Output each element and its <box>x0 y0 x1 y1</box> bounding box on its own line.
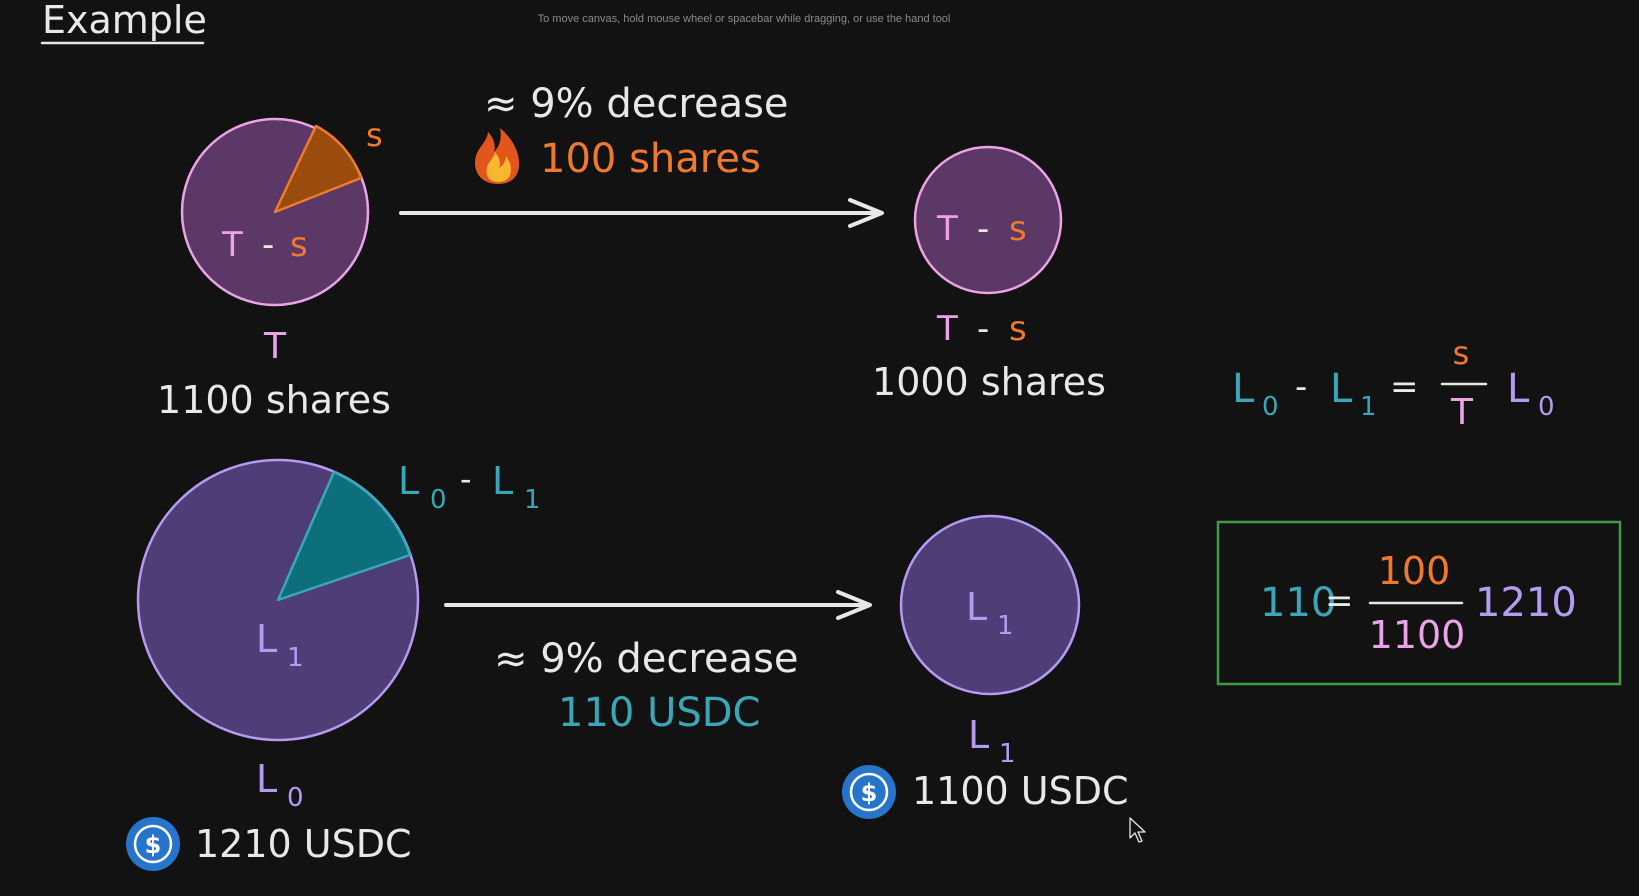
mouse-cursor-icon <box>1129 817 1146 843</box>
usdc-pie-slice <box>276 470 412 602</box>
svg-text:1: 1 <box>524 485 541 515</box>
svg-text:0: 0 <box>1538 392 1555 422</box>
shares-after-label: T - s <box>936 309 1027 349</box>
svg-text:1210: 1210 <box>1475 580 1577 626</box>
svg-text:110: 110 <box>1260 580 1336 626</box>
svg-text:1: 1 <box>1360 392 1377 422</box>
svg-text:0: 0 <box>287 783 304 813</box>
shares-after-pie[interactable] <box>913 145 1063 295</box>
shares-after-pie-label: T - s <box>936 209 1027 249</box>
usdc-icon: $ <box>842 765 896 819</box>
svg-text:1: 1 <box>287 643 304 673</box>
usdc-total-label: L 0 <box>256 757 304 813</box>
svg-text:L: L <box>256 617 277 661</box>
usdc-icon: $ <box>126 817 180 871</box>
usdc-after-pie-label: L 1 <box>966 585 1014 641</box>
svg-text:L: L <box>256 757 277 801</box>
shares-pie-slice-s <box>273 124 363 214</box>
svg-text:0: 0 <box>430 485 447 515</box>
fire-icon <box>474 128 520 184</box>
shares-burn-text: 100 shares <box>540 136 761 182</box>
usdc-slice-label: L 0 - L 1 <box>398 459 541 515</box>
usdc-amount-text: 110 USDC <box>558 690 760 736</box>
svg-text:1100: 1100 <box>1369 613 1466 657</box>
svg-text:1: 1 <box>997 611 1014 641</box>
svg-text:L: L <box>968 713 989 757</box>
svg-text:-: - <box>1295 367 1307 407</box>
shares-arrow <box>399 198 884 228</box>
share-formula: L 0 - L 1 = s T L 0 <box>1232 334 1555 433</box>
usdc-arrow <box>444 590 872 620</box>
svg-text:L: L <box>398 459 419 503</box>
shares-total-label: T <box>263 326 287 367</box>
svg-text:0: 0 <box>1262 392 1279 422</box>
usdc-pie-body-label: L 1 <box>256 617 304 673</box>
shares-after-value: 1000 shares <box>872 360 1106 404</box>
svg-text:L: L <box>1232 366 1255 412</box>
shares-pie-body-label: T - s <box>221 225 308 265</box>
usdc-after-value: 1100 USDC <box>912 769 1129 813</box>
page-title: Example <box>42 0 207 42</box>
svg-text:T: T <box>1450 392 1474 433</box>
svg-text:$: $ <box>861 779 878 807</box>
svg-text:L: L <box>1507 366 1530 412</box>
usdc-total-value: 1210 USDC <box>195 822 412 866</box>
svg-text:=: = <box>1325 581 1354 621</box>
svg-text:L: L <box>1330 366 1353 412</box>
usdc-after-pie[interactable] <box>899 514 1081 696</box>
svg-text:1: 1 <box>999 739 1016 769</box>
canvas-hint: To move canvas, hold mouse wheel or spac… <box>538 13 951 25</box>
svg-text:s: s <box>1453 334 1470 372</box>
shares-pie[interactable] <box>180 117 370 307</box>
example-formula: 110 = 100 1100 1210 <box>1260 549 1577 657</box>
shares-total-value: 1100 shares <box>157 378 391 422</box>
svg-text:L: L <box>492 459 513 503</box>
usdc-pie[interactable] <box>136 458 420 742</box>
shares-slice-label: s <box>366 116 383 154</box>
usdc-percent-text: ≈ 9% decrease <box>494 636 799 682</box>
example-box[interactable] <box>1216 520 1622 686</box>
svg-text:=: = <box>1390 367 1419 407</box>
usdc-after-label: L 1 <box>968 713 1016 769</box>
svg-text:$: $ <box>145 831 162 859</box>
shares-percent-text: ≈ 9% decrease <box>484 81 789 127</box>
svg-text:L: L <box>966 585 987 629</box>
svg-text:100: 100 <box>1378 549 1451 593</box>
svg-text:-: - <box>460 460 472 498</box>
